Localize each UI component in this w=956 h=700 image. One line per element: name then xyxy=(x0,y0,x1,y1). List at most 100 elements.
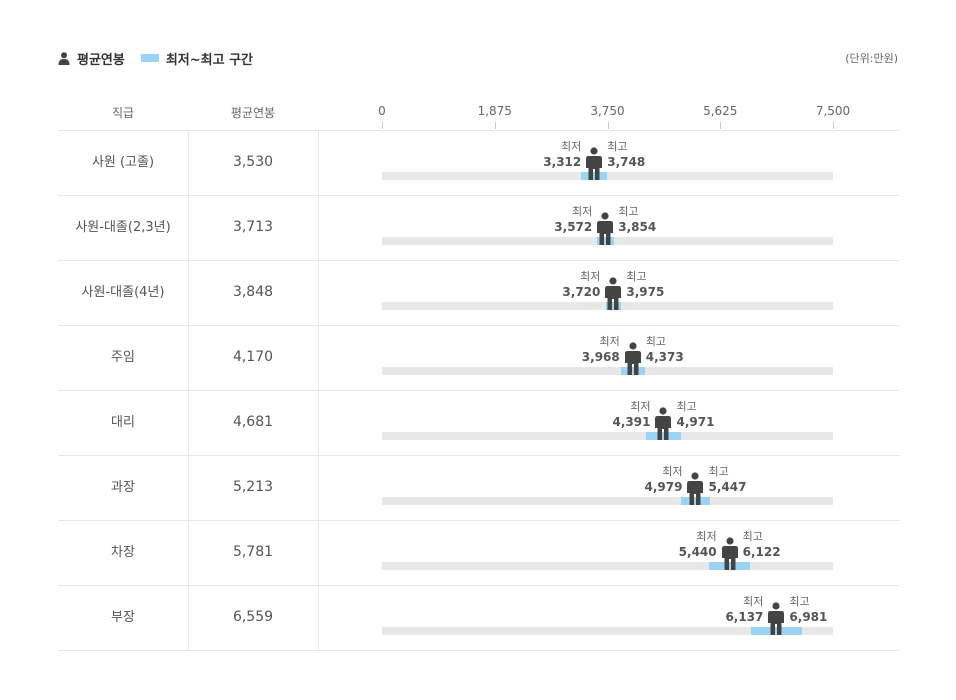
rank-label: 차장 xyxy=(111,545,135,560)
range-bar xyxy=(751,627,802,635)
average-person-icon xyxy=(721,537,739,570)
average-person-icon xyxy=(604,277,622,310)
row-divider xyxy=(58,260,900,261)
header-rank: 직급 xyxy=(111,106,135,120)
range-bar xyxy=(605,302,622,310)
x-tick-label: 3,750 xyxy=(590,104,625,118)
row-divider xyxy=(58,130,900,131)
range-track xyxy=(382,367,833,375)
row-divider xyxy=(58,455,900,456)
x-tick-mark xyxy=(720,122,722,129)
rank-label: 대리 xyxy=(111,415,135,430)
average-salary-value: 5,213 xyxy=(232,479,274,495)
max-caption: 최고 xyxy=(789,595,810,608)
range-track xyxy=(382,627,833,635)
max-caption: 최고 xyxy=(618,205,639,218)
rank-label: 사원-대졸(4년) xyxy=(81,285,165,300)
range-bar xyxy=(596,237,614,245)
range-bar xyxy=(581,172,608,180)
range-bar xyxy=(681,497,710,505)
column-divider xyxy=(188,130,189,650)
x-tick-mark xyxy=(607,122,609,129)
max-caption: 최고 xyxy=(645,335,666,348)
person-icon xyxy=(58,51,70,65)
x-tick-mark xyxy=(494,122,496,129)
x-tick-mark xyxy=(382,122,383,129)
max-value: 4,373 xyxy=(645,350,684,364)
range-track xyxy=(382,432,833,440)
max-value: 3,748 xyxy=(607,155,646,169)
max-caption: 최고 xyxy=(607,140,628,153)
row-divider xyxy=(58,520,900,521)
average-person-icon xyxy=(624,342,642,375)
min-caption: 최저 xyxy=(572,205,593,218)
legend-range-swatch xyxy=(140,54,159,62)
min-value: 4,391 xyxy=(612,415,651,429)
average-salary-value: 6,559 xyxy=(232,609,274,625)
min-value: 5,440 xyxy=(678,545,717,559)
header-average-salary: 평균연봉 xyxy=(230,106,276,120)
x-tick-label: 0 xyxy=(378,104,386,118)
rank-label: 사원-대졸(2,3년) xyxy=(75,220,171,235)
average-person-icon xyxy=(596,212,614,245)
row-divider xyxy=(58,195,900,196)
min-caption: 최저 xyxy=(743,595,764,608)
table-row: 사원-대졸(2,3년) 3,713 최저 3,572 최고 3,854 xyxy=(0,195,956,260)
x-tick-label: 5,625 xyxy=(703,104,738,118)
row-divider xyxy=(58,650,900,651)
rank-label: 부장 xyxy=(111,610,135,625)
min-value: 6,137 xyxy=(725,610,764,624)
max-caption: 최고 xyxy=(676,400,697,413)
row-divider xyxy=(58,325,900,326)
max-caption: 최고 xyxy=(742,530,763,543)
min-value: 3,312 xyxy=(543,155,582,169)
row-divider xyxy=(58,390,900,391)
table-row: 과장 5,213 최저 4,979 최고 5,447 xyxy=(0,455,956,520)
max-value: 6,981 xyxy=(789,610,828,624)
min-caption: 최저 xyxy=(599,335,620,348)
table-row: 차장 5,781 최저 5,440 최고 6,122 xyxy=(0,520,956,585)
max-caption: 최고 xyxy=(626,270,647,283)
min-caption: 최저 xyxy=(580,270,601,283)
average-person-icon xyxy=(686,472,704,505)
min-caption: 최저 xyxy=(561,140,582,153)
x-tick-label: 1,875 xyxy=(477,104,512,118)
legend: 평균연봉 최저~최고 구간 xyxy=(58,48,253,68)
average-person-icon xyxy=(767,602,785,635)
min-value: 3,968 xyxy=(581,350,620,364)
column-divider xyxy=(318,130,319,650)
min-value: 3,720 xyxy=(562,285,601,299)
average-salary-value: 4,170 xyxy=(232,349,274,365)
legend-range: 최저~최고 구간 xyxy=(140,49,254,68)
average-salary-value: 4,681 xyxy=(232,414,274,430)
min-caption: 최저 xyxy=(662,465,683,478)
legend-range-label: 최저~최고 구간 xyxy=(165,52,254,68)
table-row: 사원-대졸(4년) 3,848 최저 3,720 최고 3,975 xyxy=(0,260,956,325)
x-tick-label: 7,500 xyxy=(815,104,851,118)
average-salary-value: 5,781 xyxy=(232,544,274,560)
table-row: 주임 4,170 최저 3,968 최고 4,373 xyxy=(0,325,956,390)
unit-label: (단위:만원) xyxy=(845,52,898,65)
table-row: 대리 4,681 최저 4,391 최고 4,971 xyxy=(0,390,956,455)
legend-average-label: 평균연봉 xyxy=(77,52,125,68)
table-row: 부장 6,559 최저 6,137 최고 6,981 xyxy=(0,585,956,650)
average-salary-value: 3,530 xyxy=(232,154,274,170)
min-caption: 최저 xyxy=(696,530,717,543)
min-value: 3,572 xyxy=(554,220,593,234)
max-value: 6,122 xyxy=(742,545,781,559)
average-person-icon xyxy=(654,407,672,440)
range-bar xyxy=(646,432,681,440)
row-divider xyxy=(58,585,900,586)
range-track xyxy=(382,497,833,505)
max-value: 5,447 xyxy=(708,480,747,494)
range-bar xyxy=(709,562,751,570)
rank-label: 과장 xyxy=(111,480,135,495)
range-track xyxy=(382,172,833,180)
max-caption: 최고 xyxy=(708,465,729,478)
max-value: 4,971 xyxy=(676,415,715,429)
range-track xyxy=(382,562,833,570)
average-salary-value: 3,848 xyxy=(232,284,274,300)
average-salary-value: 3,713 xyxy=(232,219,274,235)
table-row: 사원 (고졸) 3,530 최저 3,312 최고 3,748 xyxy=(0,130,956,195)
range-bar xyxy=(620,367,645,375)
